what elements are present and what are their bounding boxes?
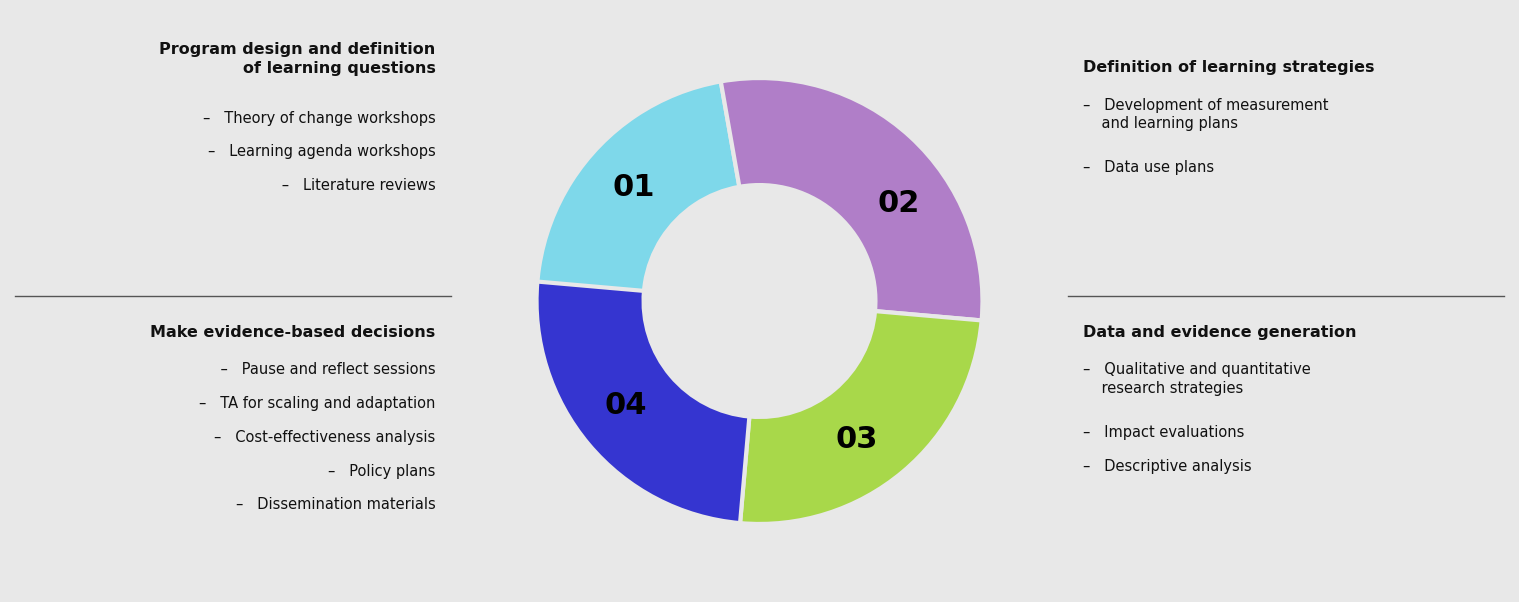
Text: –   Development of measurement
    and learning plans: – Development of measurement and learnin… (1083, 98, 1329, 131)
Text: Program design and definition
of learning questions: Program design and definition of learnin… (159, 42, 436, 76)
Text: –   Theory of change workshops: – Theory of change workshops (204, 111, 436, 126)
Text: –   TA for scaling and adaptation: – TA for scaling and adaptation (199, 396, 436, 411)
Wedge shape (536, 81, 740, 359)
Text: 02: 02 (876, 189, 919, 219)
Text: –   Impact evaluations: – Impact evaluations (1083, 425, 1244, 440)
Text: –   Dissemination materials: – Dissemination materials (235, 497, 436, 512)
Text: 01: 01 (612, 173, 655, 202)
Text: Definition of learning strategies: Definition of learning strategies (1083, 60, 1375, 75)
Text: –   Qualitative and quantitative
    research strategies: – Qualitative and quantitative research … (1083, 362, 1311, 396)
Text: –   Descriptive analysis: – Descriptive analysis (1083, 459, 1252, 474)
Text: –   Cost-effectiveness analysis: – Cost-effectiveness analysis (214, 430, 436, 445)
Text: –   Policy plans: – Policy plans (292, 464, 436, 479)
Text: 04: 04 (605, 391, 647, 420)
Wedge shape (722, 78, 983, 320)
Text: Data and evidence generation: Data and evidence generation (1083, 325, 1356, 340)
Wedge shape (536, 282, 749, 523)
Text: –   Pause and reflect sessions: – Pause and reflect sessions (202, 362, 436, 377)
Text: –   Literature reviews: – Literature reviews (254, 178, 436, 193)
Text: Make evidence-based decisions: Make evidence-based decisions (150, 325, 436, 340)
Wedge shape (740, 311, 981, 524)
Text: –   Data use plans: – Data use plans (1083, 160, 1214, 175)
Text: –   Learning agenda workshops: – Learning agenda workshops (208, 144, 436, 160)
Text: 03: 03 (835, 425, 878, 455)
